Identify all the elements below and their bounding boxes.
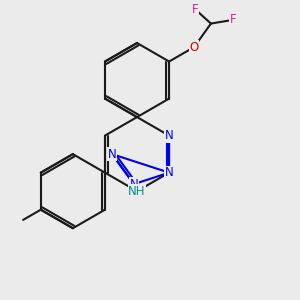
Text: O: O	[190, 40, 199, 54]
Text: F: F	[192, 3, 199, 16]
Text: N: N	[108, 148, 116, 160]
Text: N: N	[165, 166, 173, 179]
Text: NH: NH	[128, 185, 146, 198]
Text: F: F	[230, 14, 236, 26]
Text: N: N	[130, 178, 138, 190]
Text: N: N	[165, 129, 173, 142]
